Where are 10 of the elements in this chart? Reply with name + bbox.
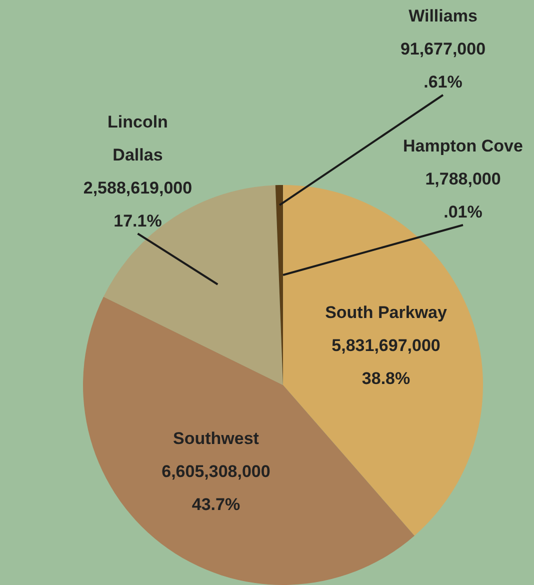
data-label: 1,788,000 .01% [425, 170, 501, 222]
data-label: 5,831,697,000 38.8% [332, 336, 440, 388]
slice-label: Williams [408, 6, 478, 26]
slice-label: South Parkway [325, 303, 448, 322]
slice-label: Hampton Cove [403, 136, 523, 156]
data-label: 91,677,000 .61% [400, 40, 486, 92]
slice-label: Lincoln Dallas [108, 112, 168, 164]
data-label: 6,605,308,000 43.7% [162, 462, 270, 514]
slice-label: Southwest [173, 428, 260, 448]
data-label: 2,588,619,000 17.1% [83, 178, 192, 230]
